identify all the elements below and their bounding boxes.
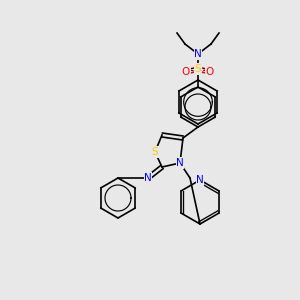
Text: O: O (182, 67, 190, 77)
Text: N: N (144, 173, 152, 183)
Text: N: N (196, 175, 204, 185)
Text: S: S (195, 64, 201, 74)
Text: N: N (194, 49, 202, 59)
Text: S: S (152, 147, 158, 157)
Text: O: O (206, 67, 214, 77)
Text: =: = (186, 65, 194, 75)
Text: =: = (202, 65, 210, 75)
Text: O: O (182, 67, 190, 77)
Text: O: O (206, 67, 214, 77)
Text: N: N (176, 158, 184, 168)
